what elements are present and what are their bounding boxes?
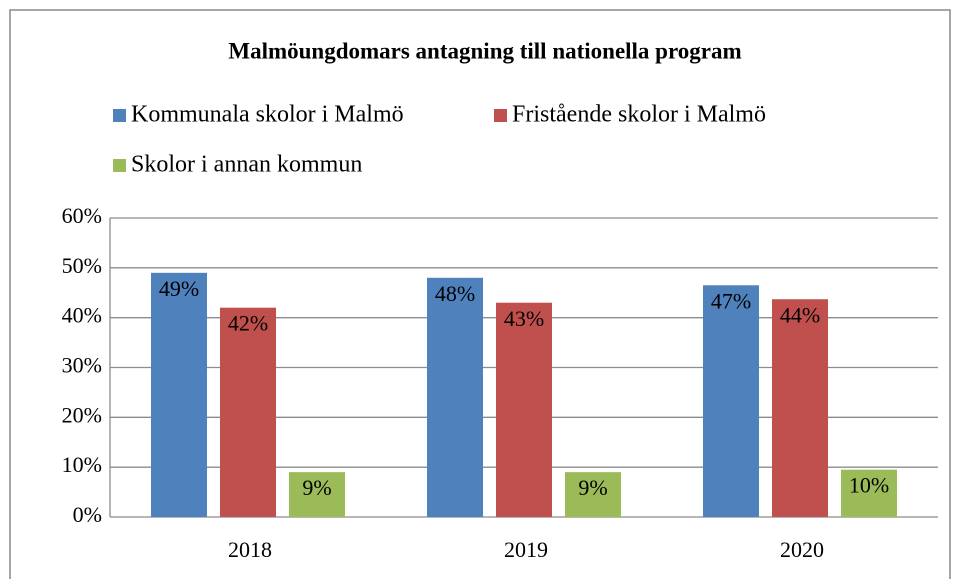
bar (841, 469, 897, 517)
bar (496, 302, 552, 517)
bar (703, 285, 759, 517)
x-tick-label: 2019 (504, 537, 548, 562)
y-tick-label: 30% (62, 353, 102, 378)
data-label: 43% (504, 306, 544, 331)
data-label: 42% (228, 311, 268, 336)
bar (427, 277, 483, 517)
y-tick-label: 0% (73, 502, 102, 527)
data-label: 10% (849, 473, 889, 498)
data-label: 9% (302, 475, 331, 500)
legend-swatch (113, 109, 126, 122)
legend-swatch (494, 109, 507, 122)
bar (772, 299, 828, 517)
y-tick-label: 20% (62, 402, 102, 427)
data-label: 48% (435, 281, 475, 306)
bar (565, 472, 621, 517)
data-label: 49% (159, 276, 199, 301)
legend-label: Kommunala skolor i Malmö (131, 102, 404, 128)
legend-swatch (113, 159, 126, 172)
y-tick-label: 40% (62, 303, 102, 328)
data-label: 9% (578, 475, 607, 500)
bar (151, 272, 207, 517)
legend-label: Skolor i annan kommun (131, 152, 362, 178)
x-tick-label: 2020 (780, 537, 824, 562)
data-label: 44% (780, 302, 820, 327)
data-label: 47% (711, 288, 751, 313)
y-tick-label: 60% (62, 203, 102, 228)
y-tick-label: 10% (62, 452, 102, 477)
y-tick-label: 50% (62, 253, 102, 278)
x-tick-label: 2018 (228, 537, 272, 562)
bar (220, 307, 276, 517)
legend-label: Fristående skolor i Malmö (512, 102, 766, 128)
bar (289, 472, 345, 517)
chart-title: Malmöungdomars antagning till nationella… (228, 38, 741, 63)
